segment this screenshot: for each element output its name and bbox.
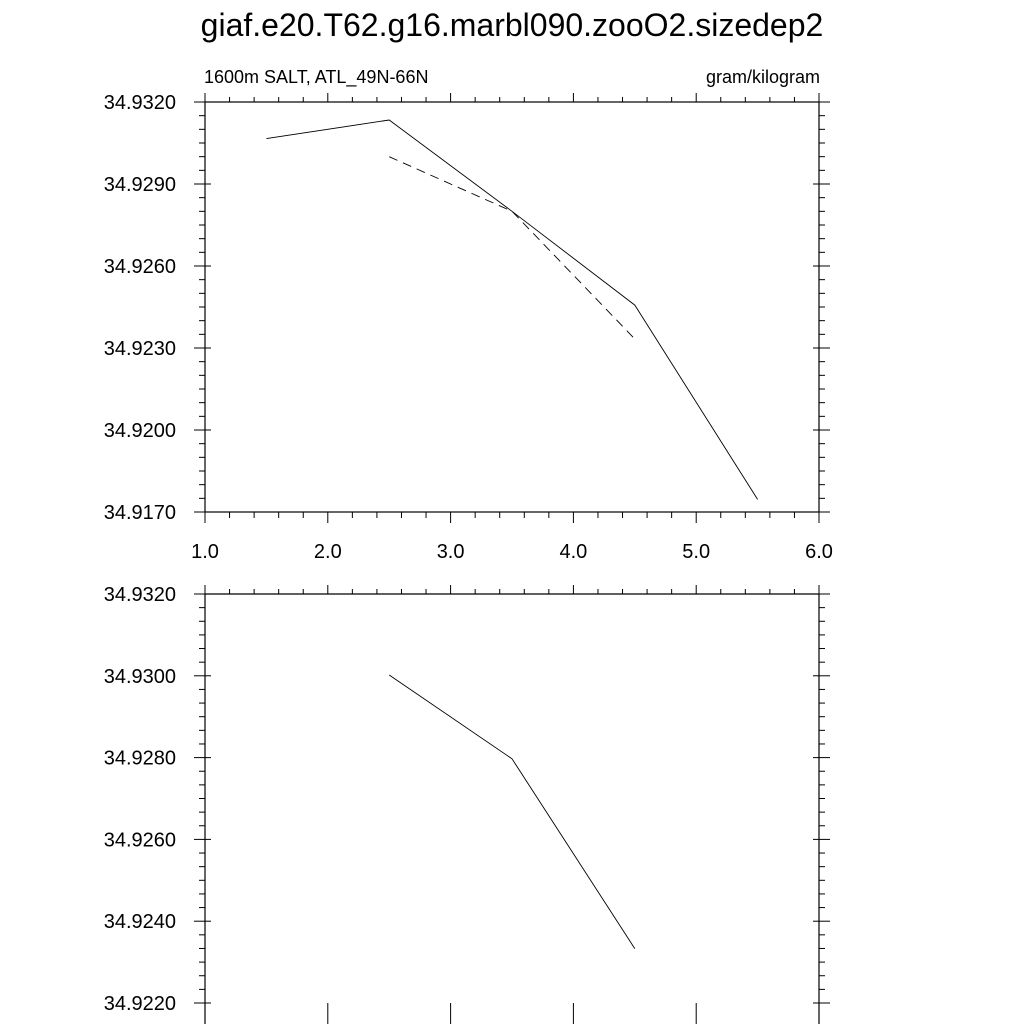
upper-panel-y-tick-label: 34.9320 <box>104 92 176 114</box>
upper-panel-subtitle-left: 1600m SALT, ATL_49N-66N <box>204 67 428 88</box>
upper-panel-x-tick-label: 1.0 <box>191 541 219 563</box>
upper-panel-y-tick-label: 34.9260 <box>104 256 176 278</box>
lower-panel: 34.9220 34.9240 34.9260 34.9280 34.9300 34.93… <box>104 584 830 1024</box>
upper-panel-axes: 34.9170 34.9200 34.9230 34.9260 34.9290 34.93… <box>104 92 833 563</box>
lower-panel-series <box>388 674 636 949</box>
upper-panel-x-tick-label: 2.0 <box>314 541 342 563</box>
upper-panel-series <box>266 119 758 500</box>
upper-panel-y-tick-label: 34.9200 <box>104 420 176 442</box>
upper-panel-series-solid-line <box>266 119 758 500</box>
upper-panel-y-tick-label: 34.9230 <box>104 338 176 360</box>
upper-panel-y-tick-label: 34.9170 <box>104 502 176 524</box>
figure-title: giaf.e20.T62.g16.marbl090.zooO2.sizedep2 <box>201 7 824 43</box>
lower-panel-y-tick-label: 34.9280 <box>104 748 176 770</box>
lower-panel-series-solid-line <box>388 674 636 949</box>
lower-panel-y-tick-label: 34.9320 <box>104 584 176 606</box>
lower-panel-y-tick-label: 34.9260 <box>104 829 176 851</box>
upper-panel-x-tick-label: 5.0 <box>682 541 710 563</box>
upper-panel-subtitle-right: gram/kilogram <box>706 67 820 87</box>
lower-panel-y-tick-label: 34.9240 <box>104 911 176 933</box>
upper-panel-x-tick-label: 6.0 <box>805 541 833 563</box>
lower-panel-axes: 34.9220 34.9240 34.9260 34.9280 34.9300 34.93… <box>104 584 830 1024</box>
upper-panel: 1600m SALT, ATL_49N-66N gram/kilogram 34… <box>104 67 833 563</box>
upper-panel-y-tick-label: 34.9290 <box>104 174 176 196</box>
upper-panel-series-dashed-line <box>389 156 636 340</box>
upper-panel-x-tick-label: 4.0 <box>559 541 587 563</box>
lower-panel-y-tick-label: 34.9220 <box>104 993 176 1015</box>
lower-panel-y-tick-label: 34.9300 <box>104 666 176 688</box>
upper-panel-x-tick-label: 3.0 <box>437 541 465 563</box>
